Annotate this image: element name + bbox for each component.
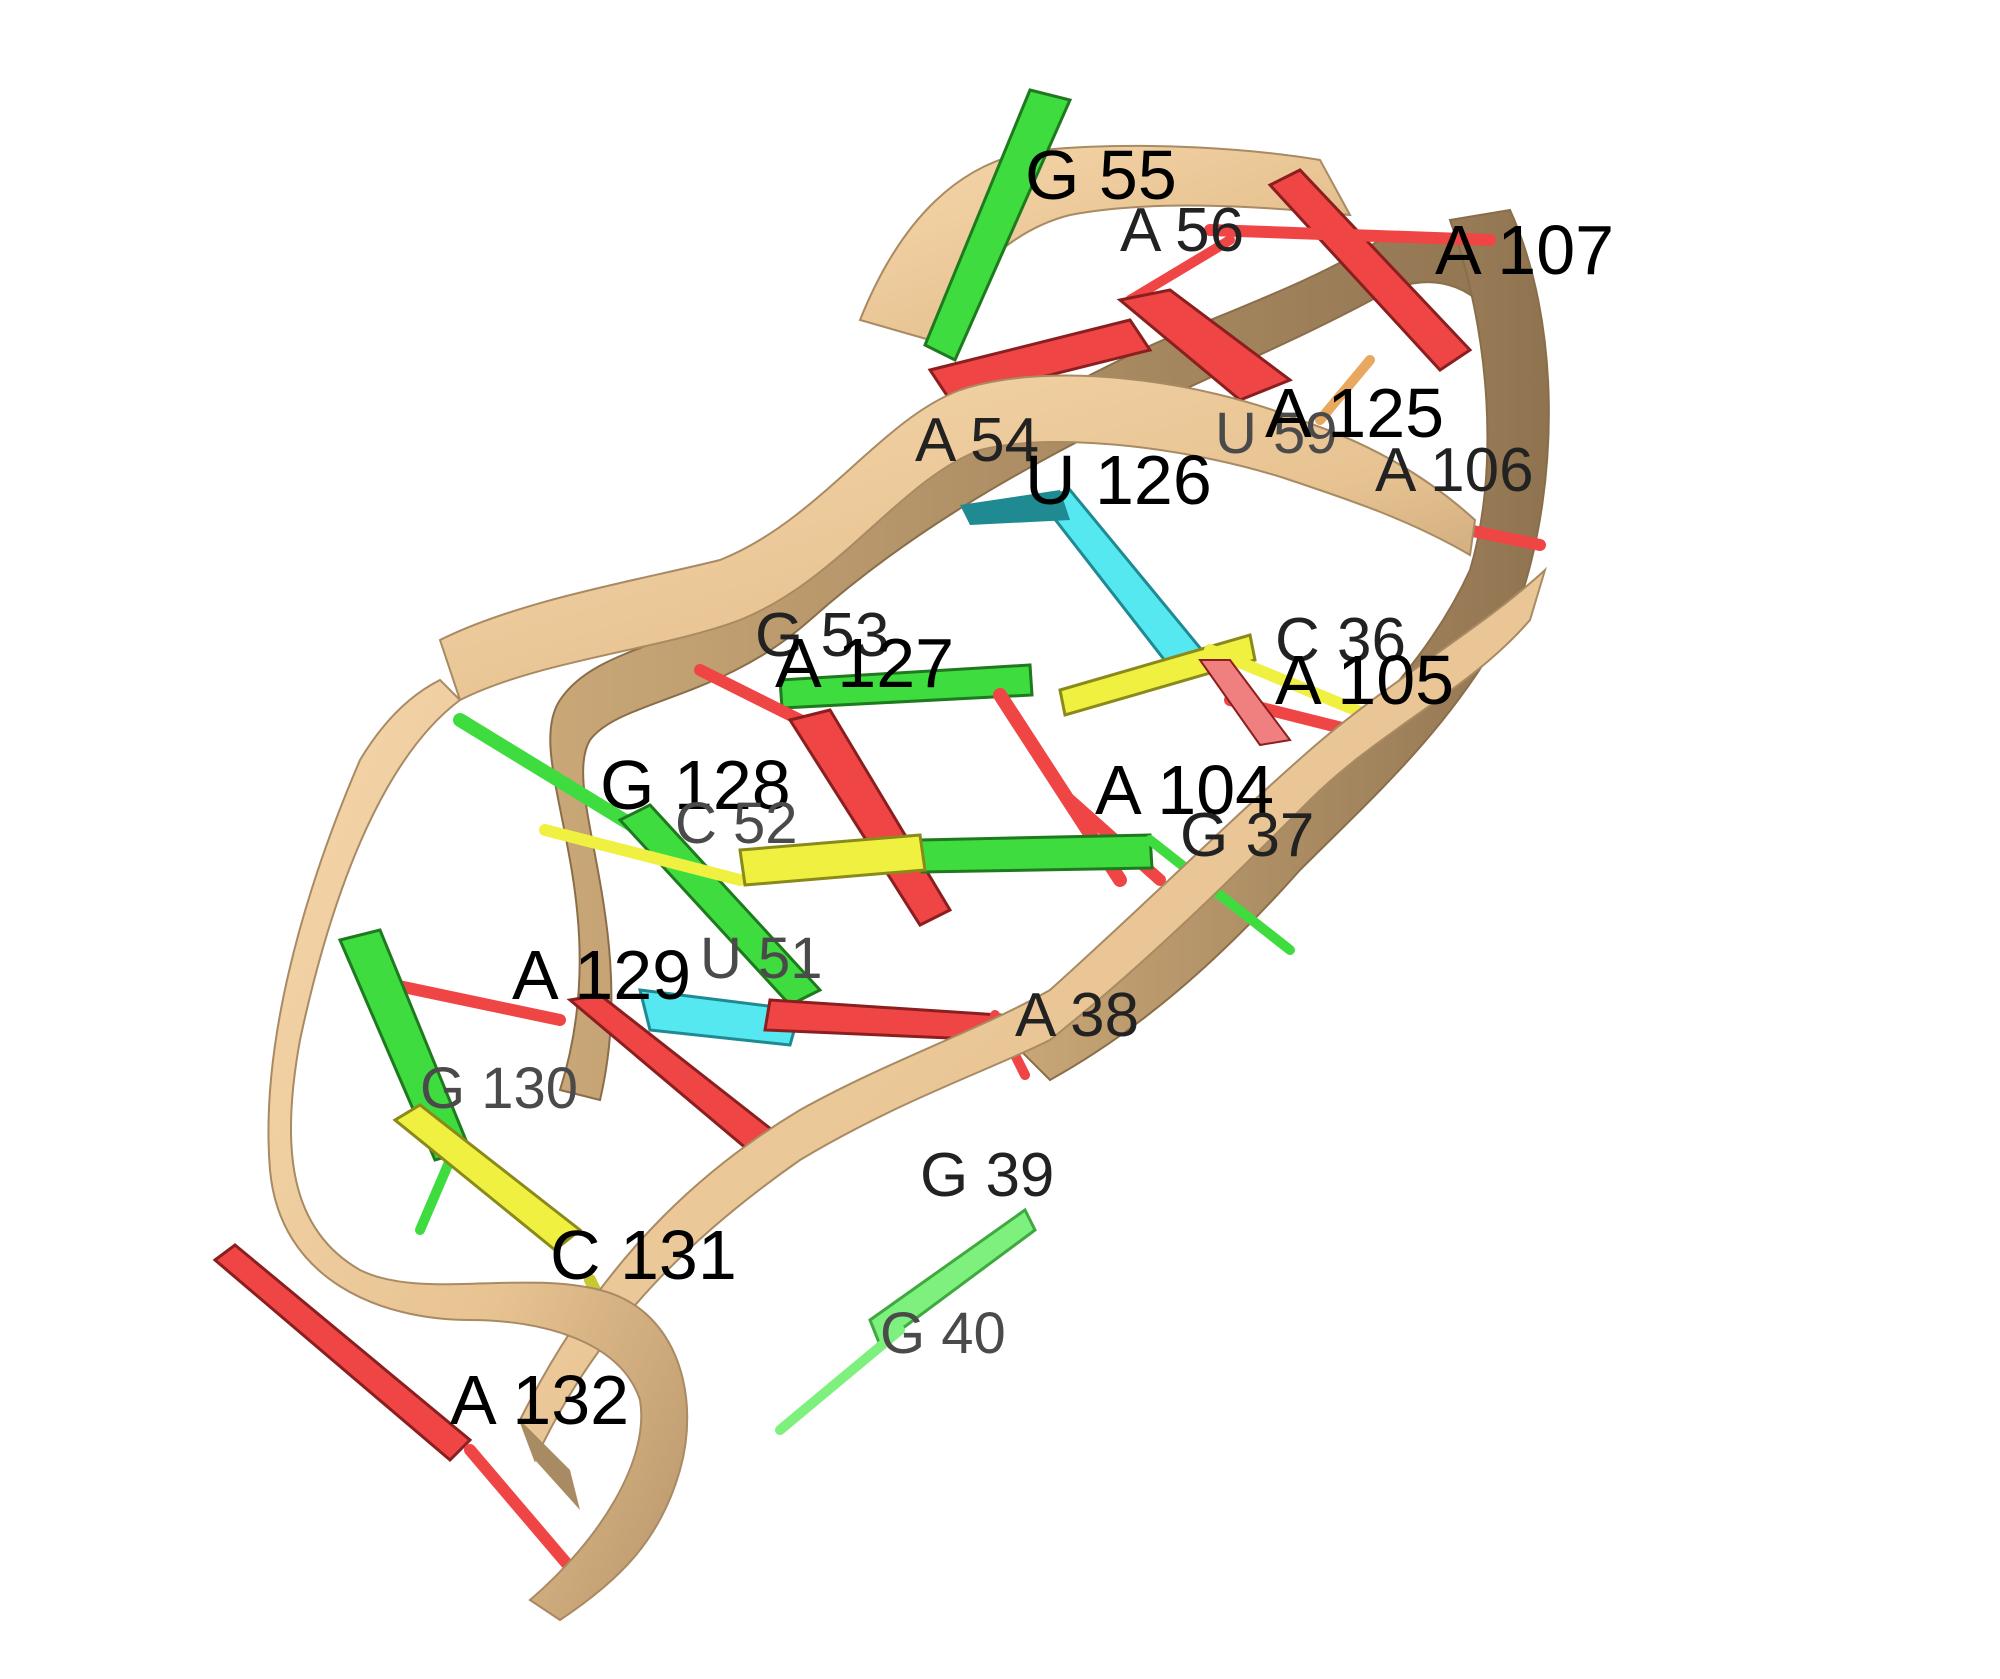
nucleotide-bases xyxy=(212,88,1546,1591)
label-g39: G 39 xyxy=(920,1141,1055,1210)
label-c52: C 52 xyxy=(675,791,798,856)
label-g40: G 40 xyxy=(880,1301,1006,1366)
label-a106: A 106 xyxy=(1375,436,1534,505)
label-a54: A 54 xyxy=(915,406,1040,475)
label-g53: G 53 xyxy=(755,601,890,670)
label-u126: U 126 xyxy=(1025,441,1212,519)
label-u51: U 51 xyxy=(700,926,823,991)
backbone-top-loop xyxy=(858,144,1352,342)
backbone-strand-right xyxy=(1008,208,1550,1082)
label-c36: C 36 xyxy=(1275,606,1406,675)
backbone-left-loop xyxy=(267,678,689,1622)
label-a56: A 56 xyxy=(1120,196,1245,265)
label-g37: G 37 xyxy=(1180,801,1315,870)
label-a38: A 38 xyxy=(1015,981,1140,1050)
label-c131: C 131 xyxy=(550,1216,737,1294)
label-a105: A 105 xyxy=(1275,641,1455,719)
backbone-strand-front xyxy=(518,566,1548,1463)
backbone-upper-ribbon xyxy=(438,374,1477,702)
label-a129: A 129 xyxy=(512,936,692,1014)
label-a107: A 107 xyxy=(1435,211,1615,289)
label-a104: A 104 xyxy=(1095,751,1275,829)
label-a125: A 125 xyxy=(1265,374,1445,452)
backbone-strand-front-edge xyxy=(520,1420,580,1510)
label-g130: G 130 xyxy=(420,1056,578,1121)
label-g55: G 55 xyxy=(1025,136,1177,214)
label-a132: A 132 xyxy=(450,1361,630,1439)
label-g128: G 128 xyxy=(600,746,791,824)
label-a127: A 127 xyxy=(775,624,955,702)
label-u59: U 59 xyxy=(1215,401,1338,466)
